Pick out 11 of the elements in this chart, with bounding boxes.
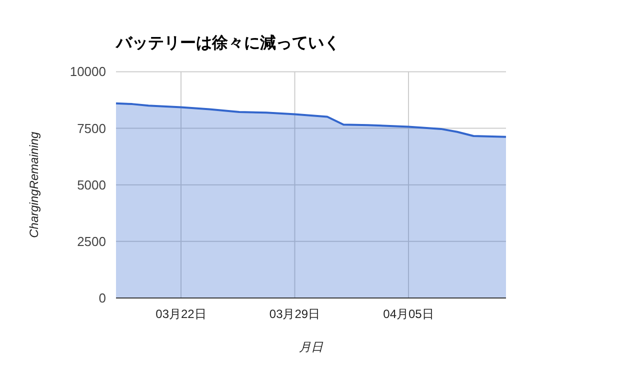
x-tick-label: 03月29日 xyxy=(269,307,320,321)
y-tick-label: 7500 xyxy=(77,120,106,136)
x-tick-label: 03月22日 xyxy=(156,307,206,321)
chart-title: バッテリーは徐々に減っていく xyxy=(115,34,340,52)
y-axis-title: ChargingRemaining xyxy=(27,131,41,238)
x-axis-title: 月日 xyxy=(299,340,324,354)
x-tick-label: 04月05日 xyxy=(383,307,434,321)
y-tick-label: 5000 xyxy=(77,177,106,192)
y-tick-label: 10000 xyxy=(70,64,106,80)
y-tick-label: 0 xyxy=(98,290,106,306)
y-tick-label: 2500 xyxy=(77,234,106,249)
